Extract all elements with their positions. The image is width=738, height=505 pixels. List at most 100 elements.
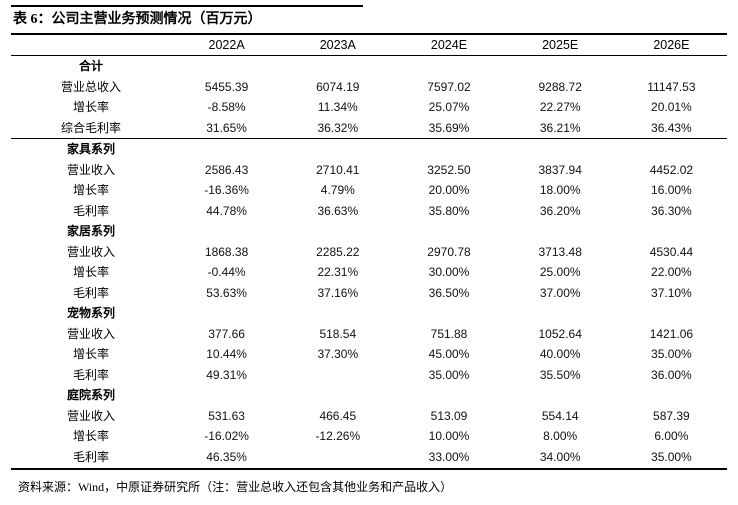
table-row: 营业收入 531.63 466.45 513.09 554.14 587.39 (11, 406, 727, 427)
value-cell: 377.66 (208, 326, 245, 341)
table-row: 毛利率 44.78% 36.63% 35.80% 36.20% 36.30% (11, 201, 727, 222)
value-cell: 1421.06 (649, 326, 694, 341)
value-cell: 36.21% (539, 120, 581, 135)
value-cell: -16.02% (204, 429, 249, 443)
value-cell: 36.30% (651, 203, 692, 218)
value-cell: 1052.64 (538, 326, 582, 341)
value-cell: 2285.22 (316, 244, 360, 259)
value-cell: 18.00% (539, 183, 581, 197)
row-label: 营业收入 (66, 244, 115, 259)
empty-cell (393, 221, 504, 242)
table-row: 营业收入 1868.38 2285.22 2970.78 3713.48 4530.44 (11, 242, 727, 263)
column-header-2025e: 2025E (542, 38, 579, 52)
value-cell: 36.20% (539, 203, 581, 218)
value-cell: -0.44% (207, 265, 246, 279)
value-cell: 466.45 (319, 408, 357, 423)
value-cell: -12.26% (315, 429, 361, 443)
empty-cell (393, 303, 504, 324)
value-cell: 3837.94 (538, 162, 582, 177)
value-cell: 2586.43 (204, 162, 249, 177)
value-cell: 25.07% (428, 100, 470, 114)
empty-cell (616, 139, 727, 160)
value-cell: 2710.41 (316, 162, 360, 177)
row-label: 综合毛利率 (60, 120, 121, 135)
value-cell: 10.44% (206, 347, 247, 361)
value-cell: 37.00% (539, 285, 581, 300)
value-cell: 30.00% (428, 265, 470, 279)
row-label: 增长率 (72, 429, 109, 443)
value-cell: 5455.39 (204, 79, 249, 94)
value-cell: -8.58% (207, 100, 246, 114)
value-cell: 4452.02 (649, 162, 694, 177)
section-label: 庭院系列 (66, 388, 115, 402)
forecast-table: 2022A 2023A 2024E 2025E 2026E 合计 营业总收入 5455.39… (11, 33, 727, 467)
section-header-row: 宠物系列 (11, 303, 727, 324)
column-header-2026e: 2026E (653, 38, 690, 52)
value-cell: 11147.53 (647, 79, 696, 94)
value-cell: 4.79% (320, 183, 355, 197)
value-cell: 45.00% (428, 347, 470, 361)
value-cell: 36.32% (317, 120, 359, 135)
row-label: 营业收入 (66, 408, 115, 423)
value-cell: 22.00% (651, 265, 692, 279)
title-top-rule (11, 5, 363, 7)
table-row: 综合毛利率 31.65% 36.32% 35.69% 36.21% 36.43% (11, 118, 727, 139)
section-header-row: 合计 (11, 56, 727, 77)
value-cell: 53.63% (206, 285, 247, 300)
value-cell: 37.16% (317, 285, 359, 300)
empty-cell (616, 221, 727, 242)
value-cell: 9288.72 (538, 79, 582, 94)
value-cell: 33.00% (428, 449, 470, 464)
table-header-row: 2022A 2023A 2024E 2025E 2026E (11, 35, 727, 56)
table-row: 营业收入 377.66 518.54 751.88 1052.64 1421.06 (11, 324, 727, 345)
empty-cell (505, 56, 616, 77)
value-cell: 34.00% (539, 449, 581, 464)
value-cell: 46.35% (206, 449, 247, 464)
value-cell: 20.00% (428, 183, 470, 197)
table-row: 增长率 -0.44% 22.31% 30.00% 25.00% 22.00% (11, 262, 727, 283)
table-row: 营业总收入 5455.39 6074.19 7597.02 9288.72 11147.5… (11, 77, 727, 98)
section-label: 家居系列 (66, 224, 115, 238)
value-cell (282, 447, 393, 468)
value-cell: 10.00% (428, 429, 470, 443)
value-cell: 518.54 (319, 326, 357, 341)
value-cell: 35.69% (428, 120, 470, 135)
table-row: 增长率 10.44% 37.30% 45.00% 40.00% 35.00% (11, 344, 727, 365)
value-cell: 36.50% (428, 285, 470, 300)
empty-cell (393, 385, 504, 406)
table-bottom-rule (11, 468, 727, 470)
value-cell: 49.31% (206, 367, 247, 382)
value-cell: 16.00% (651, 183, 692, 197)
empty-cell (171, 221, 282, 242)
empty-cell (171, 303, 282, 324)
value-cell: 6.00% (654, 429, 689, 443)
table-row: 增长率 -16.36% 4.79% 20.00% 18.00% 16.00% (11, 180, 727, 201)
empty-cell (282, 303, 393, 324)
table-row: 增长率 -8.58% 11.34% 25.07% 22.27% 20.01% (11, 97, 727, 118)
table-title: 表 6：公司主营业务预测情况（百万元） (13, 12, 262, 27)
row-label: 增长率 (72, 100, 109, 114)
empty-cell (171, 56, 282, 77)
table-row: 营业收入 2586.43 2710.41 3252.50 3837.94 4452.02 (11, 160, 727, 181)
value-cell: 31.65% (206, 120, 247, 135)
section-label: 宠物系列 (66, 306, 115, 320)
value-cell: 513.09 (430, 408, 468, 423)
value-cell: 44.78% (206, 203, 247, 218)
value-cell: 35.80% (428, 203, 470, 218)
empty-cell (171, 385, 282, 406)
section-divider (11, 138, 727, 139)
value-cell: 35.00% (428, 367, 470, 382)
value-cell: 35.00% (651, 347, 692, 361)
empty-cell (282, 221, 393, 242)
value-cell: 531.63 (208, 408, 245, 423)
row-label: 毛利率 (72, 285, 109, 300)
value-cell: 751.88 (430, 326, 468, 341)
value-cell: -16.36% (204, 183, 249, 197)
empty-cell (282, 385, 393, 406)
row-label: 增长率 (72, 183, 109, 197)
value-cell: 7597.02 (427, 79, 471, 94)
empty-cell (505, 385, 616, 406)
empty-cell (282, 139, 393, 160)
value-cell: 22.27% (539, 100, 581, 114)
